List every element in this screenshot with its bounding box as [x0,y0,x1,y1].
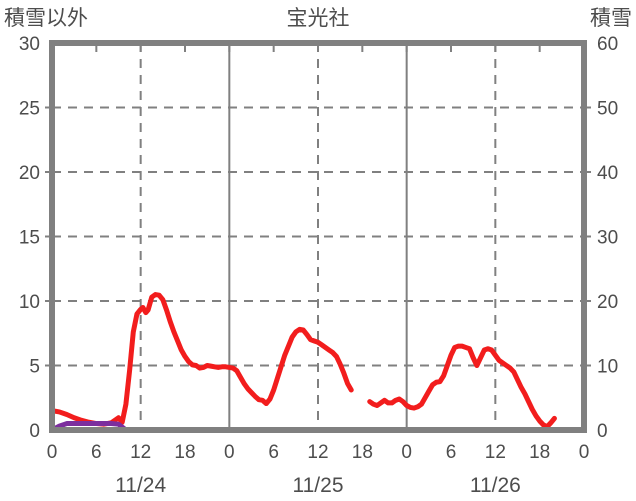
right-tick-label: 0 [597,421,608,442]
left-axis-tick-labels: 0 5 10 15 20 25 30 [19,34,40,442]
date-label: 11/24 [115,474,166,497]
x-tick-label: 12 [307,442,328,463]
x-tick-label: 12 [130,442,151,463]
left-tick-label: 0 [29,421,40,442]
x-tick-label: 18 [529,442,550,463]
x-axis-tick-labels: 0 6 12 18 0 6 12 18 0 6 12 18 0 [47,442,590,463]
right-tick-label: 40 [597,163,618,184]
chart-title: 宝光社 [286,7,350,30]
left-tick-label: 10 [19,292,40,313]
right-tick-label: 50 [597,99,618,120]
right-axis-tick-labels: 0 10 20 30 40 50 60 [597,34,618,442]
x-tick-label: 12 [485,442,506,463]
x-tick-label: 6 [91,442,102,463]
right-axis-title: 積雪 [590,7,632,30]
right-tick-label: 10 [597,357,618,378]
right-tick-label: 20 [597,292,618,313]
data-series-layer [49,292,557,433]
x-axis-date-labels: 11/24 11/25 11/26 [115,474,521,497]
right-tick-label: 60 [597,34,618,55]
series-line-non-snow [367,343,557,430]
left-tick-label: 30 [19,34,40,55]
series-line-non-snow [49,292,354,427]
date-label: 11/26 [470,474,521,497]
x-tick-label: 0 [47,442,58,463]
gridlines [52,43,584,430]
x-tick-label: 0 [401,442,412,463]
x-tick-label: 0 [579,442,590,463]
right-tick-label: 30 [597,228,618,249]
left-tick-label: 15 [19,228,40,249]
left-tick-label: 25 [19,99,40,120]
x-tick-label: 6 [446,442,457,463]
left-axis-title: 積雪以外 [4,7,88,30]
date-label: 11/25 [293,474,344,497]
x-tick-label: 18 [174,442,195,463]
x-tick-label: 18 [352,442,373,463]
axis-tick-marks [45,43,591,367]
left-tick-label: 20 [19,163,40,184]
x-tick-label: 0 [224,442,235,463]
left-tick-label: 5 [29,357,40,378]
x-tick-label: 6 [268,442,279,463]
